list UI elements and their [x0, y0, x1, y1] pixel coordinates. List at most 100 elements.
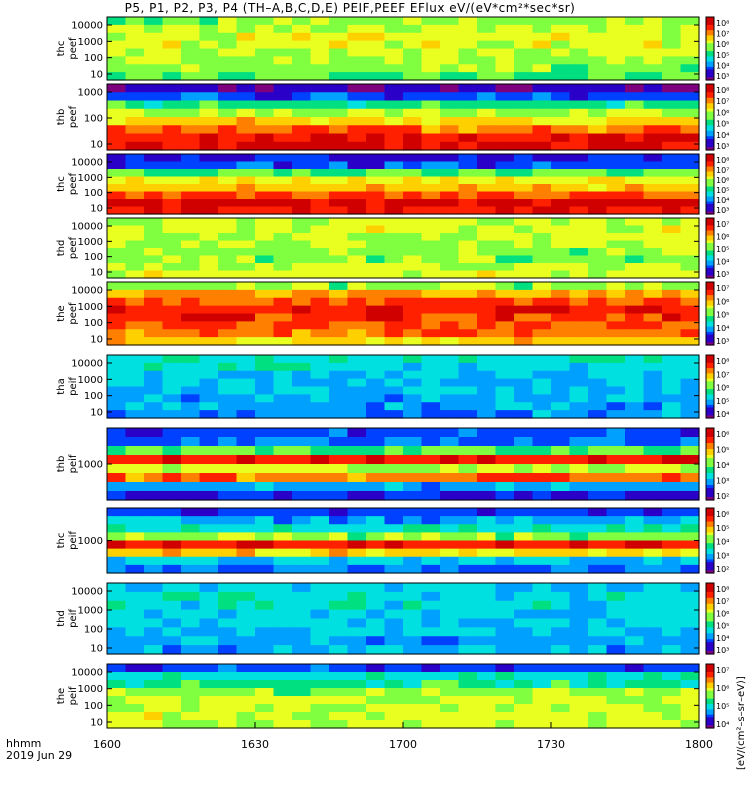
heatmap-cell	[162, 263, 182, 272]
heatmap-cell	[329, 161, 349, 170]
heatmap-cell	[458, 664, 478, 673]
heatmap-cell	[162, 199, 182, 208]
colorbar-segment	[706, 639, 714, 643]
heatmap-cell	[421, 56, 441, 65]
heatmap-cell	[162, 191, 182, 200]
time-format-label: hhmm	[6, 737, 42, 750]
colorbar-segment	[706, 570, 714, 574]
heatmap-cell	[218, 218, 238, 227]
heatmap-cell	[255, 636, 275, 646]
heatmap-cell	[532, 556, 552, 566]
heatmap-cell	[181, 48, 201, 57]
heatmap-cell	[680, 446, 700, 456]
colorbar-tick-label: 10⁴	[716, 538, 729, 547]
heatmap-cell	[255, 688, 275, 697]
heatmap-cell	[625, 169, 645, 178]
heatmap-cell	[532, 672, 552, 681]
heatmap-cell	[218, 56, 238, 65]
heatmap-cell	[255, 40, 275, 50]
heatmap-cell	[643, 516, 663, 525]
heatmap-cell	[199, 564, 219, 574]
heatmap-cell	[532, 191, 552, 200]
heatmap-cell	[144, 680, 164, 689]
heatmap-cell	[292, 704, 312, 713]
heatmap-cell	[477, 84, 497, 93]
heatmap-cell	[569, 313, 589, 322]
heatmap-cell	[514, 672, 534, 681]
heatmap-cell	[218, 289, 238, 299]
colorbar-tick-label: 10²	[716, 492, 729, 501]
heatmap-cell	[162, 321, 182, 330]
heatmap-cell	[236, 636, 256, 646]
heatmap-cell	[514, 40, 534, 50]
colorbar-segment	[706, 399, 714, 403]
colorbar-segment	[706, 360, 714, 364]
heatmap-cell	[273, 218, 293, 227]
heatmap-cell	[144, 712, 164, 721]
heatmap-cell	[495, 564, 515, 574]
heatmap-cell	[199, 455, 219, 465]
heatmap-cell	[236, 664, 256, 673]
heatmap-cell	[643, 464, 663, 474]
heatmap-cell	[310, 540, 330, 550]
heatmap-cell	[458, 289, 478, 299]
heatmap-cell	[625, 556, 645, 566]
heatmap-cell	[477, 233, 497, 242]
heatmap-cell	[606, 491, 626, 501]
heatmap-cell	[643, 184, 663, 193]
heatmap-cell	[606, 225, 626, 234]
heatmap-cell	[514, 199, 534, 208]
heatmap-cell	[440, 609, 460, 620]
heatmap-cell	[440, 491, 460, 501]
heatmap-cell	[125, 524, 145, 533]
heatmap-cell	[329, 297, 349, 307]
heatmap-cell	[588, 591, 608, 602]
heatmap-cell	[273, 84, 293, 93]
heatmap-cell	[477, 125, 497, 135]
heatmap-cell	[495, 337, 515, 346]
heatmap-cell	[532, 455, 552, 465]
heatmap-cell	[199, 184, 219, 193]
heatmap-cell	[273, 199, 293, 208]
heatmap-cell	[218, 362, 238, 372]
heatmap-cell	[329, 609, 349, 620]
heatmap-cell	[199, 394, 219, 403]
heatmap-cell	[292, 428, 312, 438]
heatmap-cell	[588, 627, 608, 637]
heatmap-cell	[495, 117, 515, 126]
heatmap-cell	[218, 688, 238, 697]
heatmap-cell	[514, 680, 534, 689]
heatmap-cell	[236, 704, 256, 713]
heatmap-cell	[643, 591, 663, 602]
heatmap-cell	[310, 225, 330, 234]
heatmap-cell	[458, 48, 478, 57]
heatmap-cell	[236, 532, 256, 542]
heatmap-cell	[310, 100, 330, 110]
heatmap-cell	[292, 117, 312, 126]
heatmap-cell	[551, 704, 571, 713]
heatmap-cell	[162, 133, 182, 143]
heatmap-cell	[366, 370, 386, 380]
colorbar-segment	[706, 389, 714, 393]
colorbar-frame	[705, 507, 715, 574]
heatmap-cell	[532, 437, 552, 447]
heatmap-cell	[329, 402, 349, 411]
heatmap-cell	[680, 117, 700, 126]
heatmap-cell	[236, 609, 256, 620]
heatmap-cell	[218, 24, 238, 34]
heatmap-cell	[514, 362, 534, 372]
heatmap-cell	[606, 712, 626, 721]
heatmap-cell	[625, 206, 645, 215]
heatmap-cell	[218, 313, 238, 322]
heatmap-cell	[236, 362, 256, 372]
heatmap-cell	[125, 184, 145, 193]
heatmap-cell	[606, 455, 626, 465]
heatmap-cell	[107, 704, 127, 713]
heatmap-cell	[440, 394, 460, 403]
heatmap-cell	[273, 108, 293, 118]
heatmap-cell	[144, 233, 164, 242]
colorbar-segment	[706, 206, 714, 210]
heatmap-cell	[514, 482, 534, 492]
colorbar-segment	[706, 303, 714, 307]
heatmap-cell	[347, 240, 367, 249]
